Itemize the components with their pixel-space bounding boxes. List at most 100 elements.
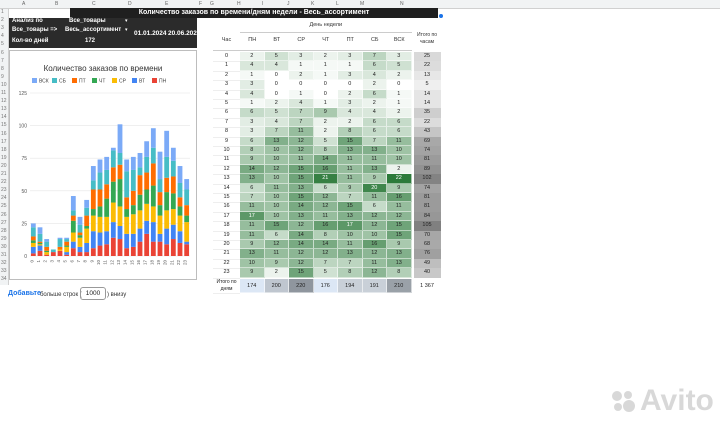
column-header-I[interactable]: I: [262, 1, 264, 7]
row-header-11[interactable]: 11: [1, 90, 7, 96]
value-cell: 6: [362, 202, 387, 212]
value-cell: 15: [289, 193, 314, 203]
column-header-G[interactable]: G: [210, 1, 214, 7]
row-header-17[interactable]: 17: [1, 138, 7, 145]
bar-segment: [117, 124, 123, 153]
bar-segment: [130, 214, 136, 234]
column-header-M[interactable]: M: [360, 1, 365, 7]
bar-segment: [124, 159, 130, 172]
bar-segment: [90, 166, 96, 181]
bar-segment: [64, 246, 70, 253]
row-header-6[interactable]: 6: [1, 49, 4, 56]
column-header-E[interactable]: E: [165, 1, 169, 7]
column-header-L[interactable]: L: [336, 1, 339, 7]
rows-count-input[interactable]: 1000: [80, 287, 106, 300]
legend-label: СБ: [59, 79, 67, 85]
bar-segment: [44, 254, 50, 256]
add-rows-button[interactable]: Добавьте: [8, 290, 41, 297]
analysis-select[interactable]: Все_товары: [69, 18, 106, 24]
row-header-10[interactable]: 10: [1, 81, 7, 88]
row-header-27[interactable]: 27: [1, 219, 7, 226]
value-cell: 9: [387, 183, 412, 193]
row-header-19[interactable]: 19: [1, 154, 7, 161]
value-cell: 6: [387, 127, 412, 137]
bar-segment: [110, 237, 116, 256]
row-header-2[interactable]: 2: [1, 17, 4, 24]
row-header-32[interactable]: 32: [1, 260, 7, 267]
column-header-J[interactable]: J: [287, 1, 290, 7]
column-header-B[interactable]: B: [55, 1, 59, 7]
row-header-bar: 1 2 3 4 5 6 7 8 9 10 11 12 13 14 15 16 17 18 19 20 21 22 23 24 2…: [0, 9, 9, 285]
row-header-25[interactable]: 25: [1, 203, 7, 210]
hour-total-cell: 81: [413, 155, 441, 165]
row-header-26[interactable]: 26: [1, 211, 7, 218]
goods-select[interactable]: Весь_ассортимент: [65, 27, 122, 33]
value-cell: 10: [240, 258, 265, 269]
row-header-34[interactable]: 34: [1, 276, 7, 283]
row-header-23[interactable]: 23: [1, 187, 7, 194]
row-header-4[interactable]: 4: [1, 33, 4, 40]
analysis-label: Анализ по: [12, 18, 43, 24]
hour-total-cell: 70: [413, 230, 441, 240]
bar-segment: [124, 248, 130, 256]
x-tick-label: 0: [29, 260, 34, 263]
row-header-24[interactable]: 24: [1, 195, 7, 202]
row-header-12[interactable]: 12: [1, 98, 7, 105]
row-header-29[interactable]: 29: [1, 235, 7, 242]
hour-cell: 2: [213, 71, 240, 82]
row-header-33[interactable]: 33: [1, 268, 7, 275]
value-cell: 9: [313, 108, 338, 118]
row-header-3[interactable]: 3: [1, 25, 4, 32]
x-tick-label: 4: [56, 260, 61, 263]
row-header-5[interactable]: 5: [1, 41, 4, 48]
column-header-H[interactable]: H: [237, 1, 241, 7]
row-header-18[interactable]: 18: [1, 146, 7, 153]
column-header-K[interactable]: K: [311, 1, 315, 7]
orders-chart[interactable]: Количество заказов по времени ВСК СБ ПТ ЧТ С…: [9, 50, 197, 280]
hour-cell: 7: [213, 118, 240, 129]
row-header-15[interactable]: 15: [1, 122, 7, 129]
row-header-13[interactable]: 13: [1, 106, 7, 113]
row-header-31[interactable]: 31: [1, 252, 7, 258]
bar-segment: [44, 239, 50, 242]
column-header-D[interactable]: D: [128, 1, 132, 7]
bar-segment: [37, 227, 43, 234]
row-header-21[interactable]: 21: [1, 171, 7, 177]
day-total-cell: 176: [313, 278, 338, 293]
bar-segment: [50, 249, 56, 253]
row-header-1[interactable]: 1: [1, 9, 4, 15]
row-header-22[interactable]: 22: [1, 179, 7, 186]
dropdown-arrow-icon[interactable]: ▾: [125, 18, 128, 24]
value-cell: 10: [264, 174, 289, 184]
column-header-A[interactable]: A: [22, 1, 26, 7]
row-header-28[interactable]: 28: [1, 227, 7, 234]
value-cell: 1: [387, 99, 412, 109]
value-cell: 13: [387, 258, 412, 269]
bar-segment: [170, 239, 176, 256]
row-header-7[interactable]: 7: [1, 57, 4, 64]
hour-total-cell: 74: [413, 146, 441, 156]
value-cell: 3: [289, 52, 314, 62]
row-header-8[interactable]: 8: [1, 65, 4, 72]
selection-handle[interactable]: [439, 14, 443, 18]
row-header-20[interactable]: 20: [1, 162, 7, 169]
dropdown-arrow-icon[interactable]: ▾: [125, 27, 128, 33]
bar-segment: [150, 241, 156, 256]
bar-segment: [77, 235, 83, 238]
value-cell: 2: [313, 52, 338, 62]
column-header-N[interactable]: N: [400, 1, 404, 7]
bar-segment: [137, 175, 143, 195]
column-header-F[interactable]: F: [199, 1, 203, 7]
row-header-14[interactable]: 14: [1, 114, 7, 121]
row-header-16[interactable]: 16: [1, 130, 7, 137]
row-header-9[interactable]: 9: [1, 73, 4, 80]
column-header-C[interactable]: C: [92, 1, 96, 7]
value-cell: 11: [362, 258, 387, 269]
value-cell: 11: [264, 183, 289, 193]
value-cell: 8: [240, 146, 265, 156]
row-header-30[interactable]: 30: [1, 243, 7, 250]
bar-segment: [84, 228, 90, 243]
bar-segment: [110, 222, 116, 238]
bar-segment: [37, 242, 43, 245]
value-cell: 6: [362, 61, 387, 71]
